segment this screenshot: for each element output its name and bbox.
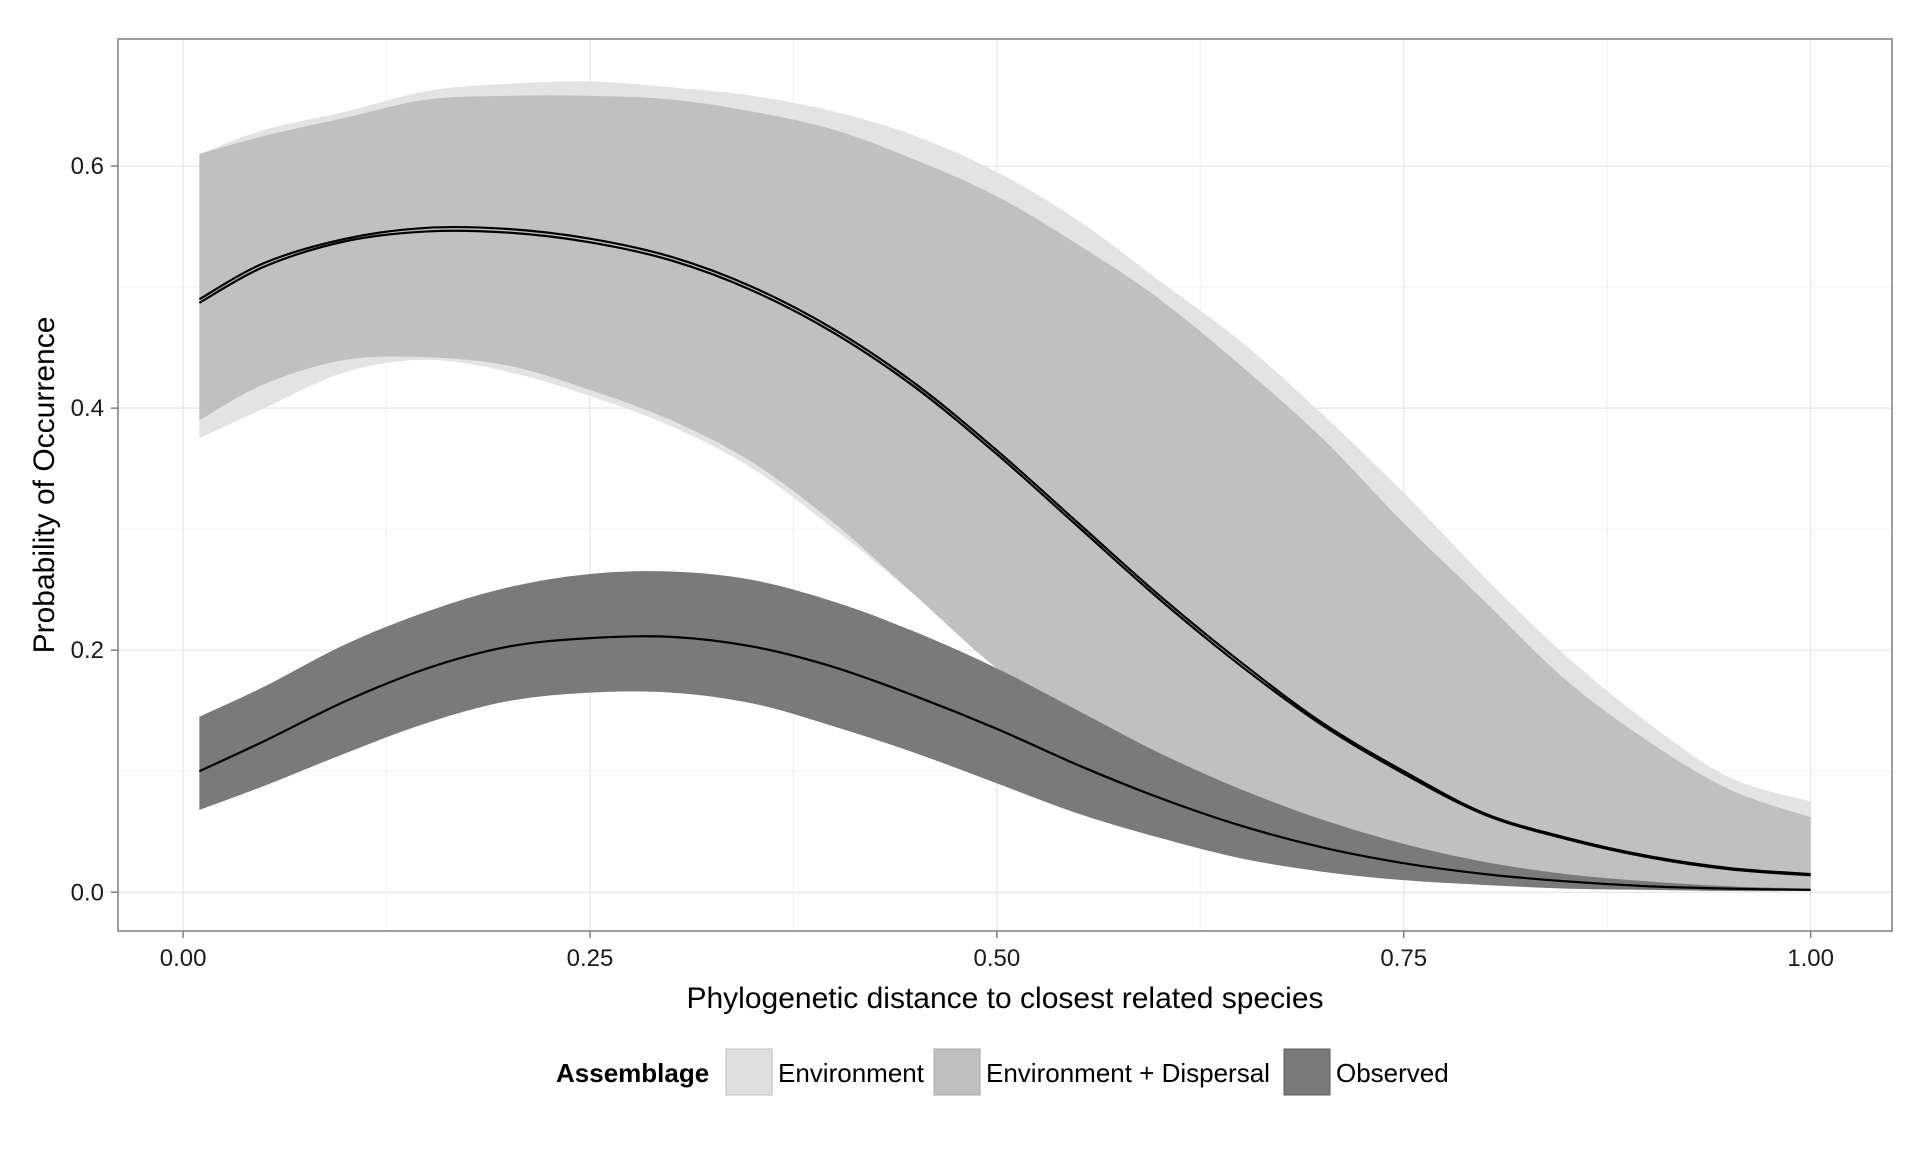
y-tick-label: 0.0 — [71, 879, 104, 906]
mean-line-environment-dispersal — [198, 229, 1811, 877]
y-axis-title: Probability of Occurrence — [28, 317, 61, 654]
legend-title: Assemblage — [556, 1058, 709, 1088]
x-tick-label: 0.00 — [160, 945, 207, 972]
legend-label-environment: Environment — [778, 1058, 925, 1088]
mean-line-observed — [198, 635, 1811, 891]
legend: Assemblage Environment Environment + Dis… — [556, 1048, 1449, 1096]
y-axis: 0.0 0.2 0.4 0.6 — [71, 153, 118, 906]
x-tick-label: 0.50 — [974, 945, 1021, 972]
x-tick-label: 1.00 — [1787, 945, 1834, 972]
x-axis: 0.00 0.25 0.50 0.75 1.00 — [160, 931, 1834, 972]
band-environment-dispersal — [199, 95, 1811, 889]
legend-key-environment — [725, 1048, 773, 1096]
legend-key-environment-dispersal — [933, 1048, 981, 1096]
legend-label-environment-dispersal: Environment + Dispersal — [986, 1058, 1270, 1088]
band-observed — [199, 571, 1811, 892]
x-tick-label: 0.75 — [1380, 945, 1427, 972]
x-tick-label: 0.25 — [567, 945, 614, 972]
line-layer — [198, 225, 1811, 891]
legend-label-observed: Observed — [1336, 1058, 1449, 1088]
y-tick-label: 0.2 — [71, 637, 104, 664]
y-tick-label: 0.4 — [71, 395, 104, 422]
y-tick-label: 0.6 — [71, 153, 104, 180]
plot-border — [117, 38, 1893, 932]
legend-key-observed — [1283, 1048, 1331, 1096]
band-layer — [199, 81, 1811, 892]
x-axis-title: Phylogenetic distance to closest related… — [686, 982, 1323, 1015]
